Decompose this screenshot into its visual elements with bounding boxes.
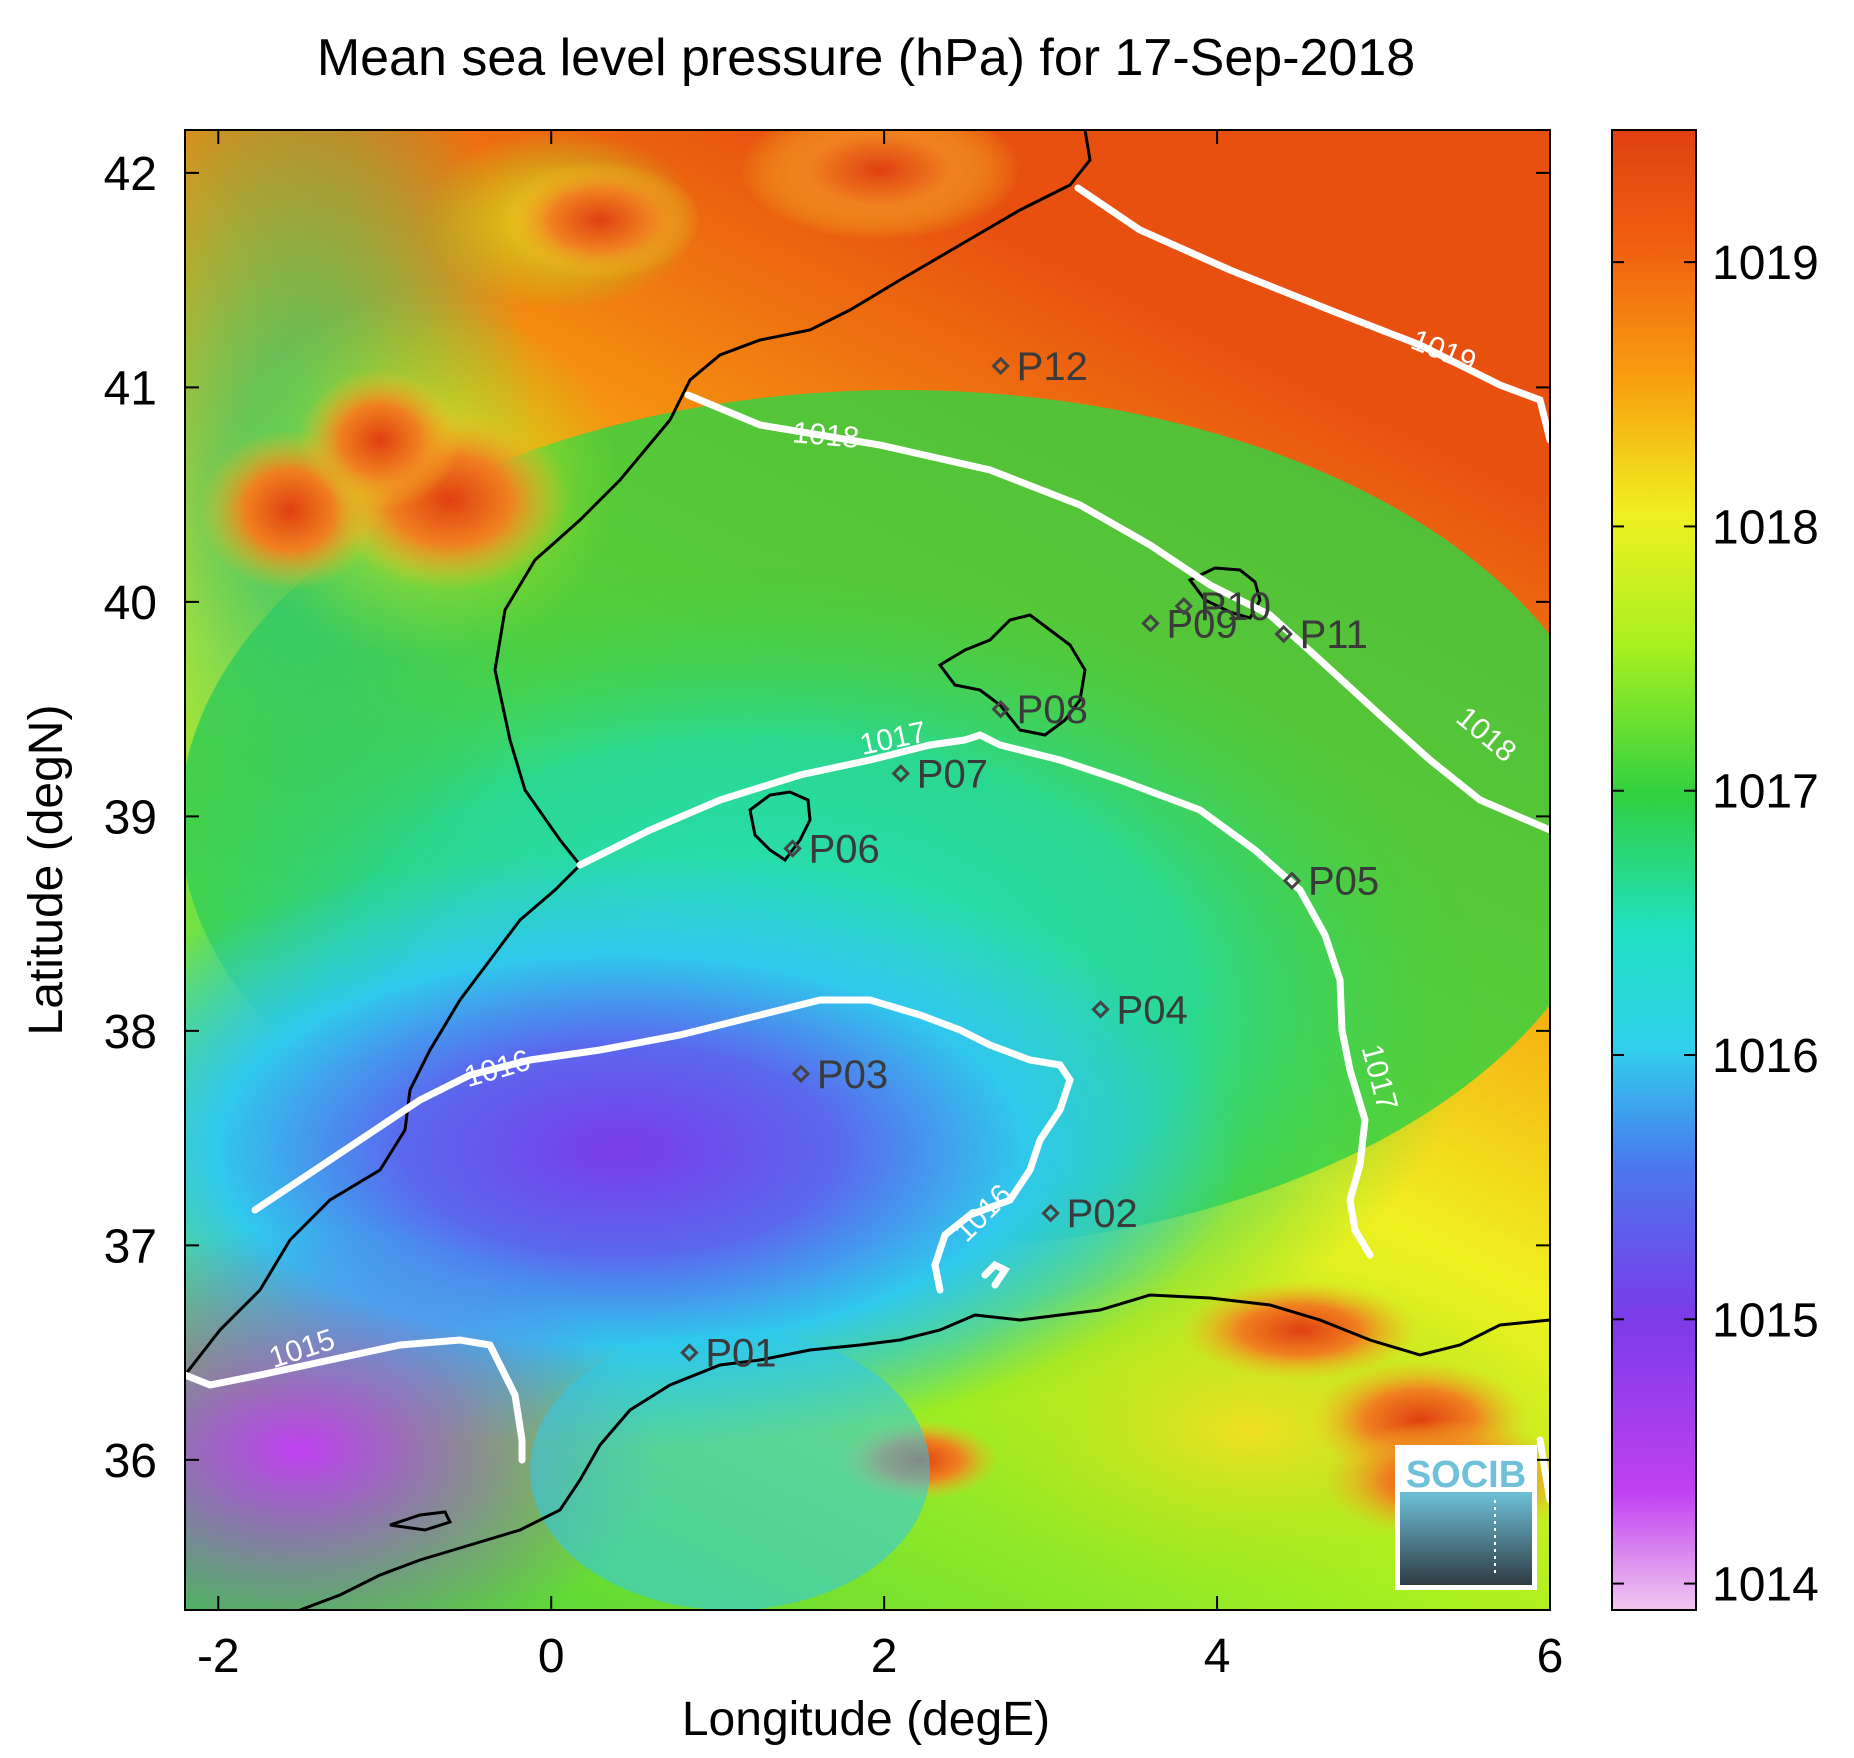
station-label: P06	[809, 828, 880, 872]
y-tick-label: 36	[104, 1435, 157, 1488]
station-marker	[991, 699, 1010, 719]
colorbar-ticks: 1014 1015 1016 1017 1018 1019	[1612, 237, 1819, 1612]
station-marker	[1274, 624, 1293, 644]
y-axis-title: Latitude (degN)	[20, 705, 73, 1036]
contour-lines	[185, 184, 1550, 1504]
colorbar	[1611, 129, 1697, 1611]
station-label: P01	[705, 1332, 776, 1376]
colorbar-tick-label: 1019	[1712, 237, 1819, 290]
y-tick-label: 38	[104, 1006, 157, 1059]
x-axis-title: Longitude (degE)	[682, 1693, 1050, 1746]
map-frame	[184, 129, 1551, 1611]
map-field	[185, 130, 1550, 1610]
station-label: P12	[1017, 345, 1088, 389]
x-tick-label: 4	[1204, 1630, 1231, 1683]
station-marker	[1174, 596, 1193, 616]
contour-label: 1018	[791, 416, 860, 455]
station-label: P11	[1300, 613, 1368, 657]
coastline-layer	[185, 130, 1550, 1610]
x-tick-label: 0	[538, 1630, 565, 1683]
station-marker	[791, 1064, 811, 1083]
station-marker	[680, 1343, 699, 1362]
axis-ticks: -2 0 2 4 6 36 37 38 39 40 41 42	[104, 130, 1564, 1683]
station-label: P04	[1117, 988, 1188, 1032]
station-label: P03	[817, 1053, 888, 1097]
colorbar-tick-label: 1017	[1712, 766, 1819, 819]
y-tick-label: 37	[104, 1220, 157, 1273]
station-marker	[1091, 1000, 1110, 1019]
x-tick-label: -2	[197, 1630, 240, 1683]
station-label: P02	[1067, 1192, 1138, 1236]
colorbar-tick-label: 1014	[1712, 1559, 1819, 1612]
station-label: P05	[1308, 860, 1379, 904]
station-marker	[1282, 871, 1302, 890]
station-marker	[783, 839, 802, 858]
x-tick-label: 6	[1537, 1630, 1564, 1683]
station-marker	[891, 764, 910, 783]
station-label: P08	[1017, 688, 1088, 732]
logo-text: SOCIB	[1406, 1454, 1526, 1496]
y-tick-label: 39	[104, 791, 157, 844]
y-tick-label: 42	[104, 148, 157, 201]
chart-title: Mean sea level pressure (hPa) for 17-Sep…	[317, 29, 1415, 87]
station-marker	[1041, 1203, 1060, 1223]
station-marker	[1141, 614, 1160, 633]
y-tick-label: 40	[104, 577, 157, 630]
station-marker	[991, 356, 1010, 376]
colorbar-tick-label: 1015	[1712, 1294, 1819, 1347]
x-tick-label: 2	[871, 1630, 898, 1683]
socib-logo: SOCIB	[1395, 1445, 1537, 1590]
station-label: P07	[917, 752, 988, 796]
station-label: P10	[1200, 585, 1271, 629]
y-tick-label: 41	[104, 362, 157, 415]
colorbar-tick-label: 1018	[1712, 501, 1819, 554]
colorbar-tick-label: 1016	[1712, 1030, 1819, 1083]
